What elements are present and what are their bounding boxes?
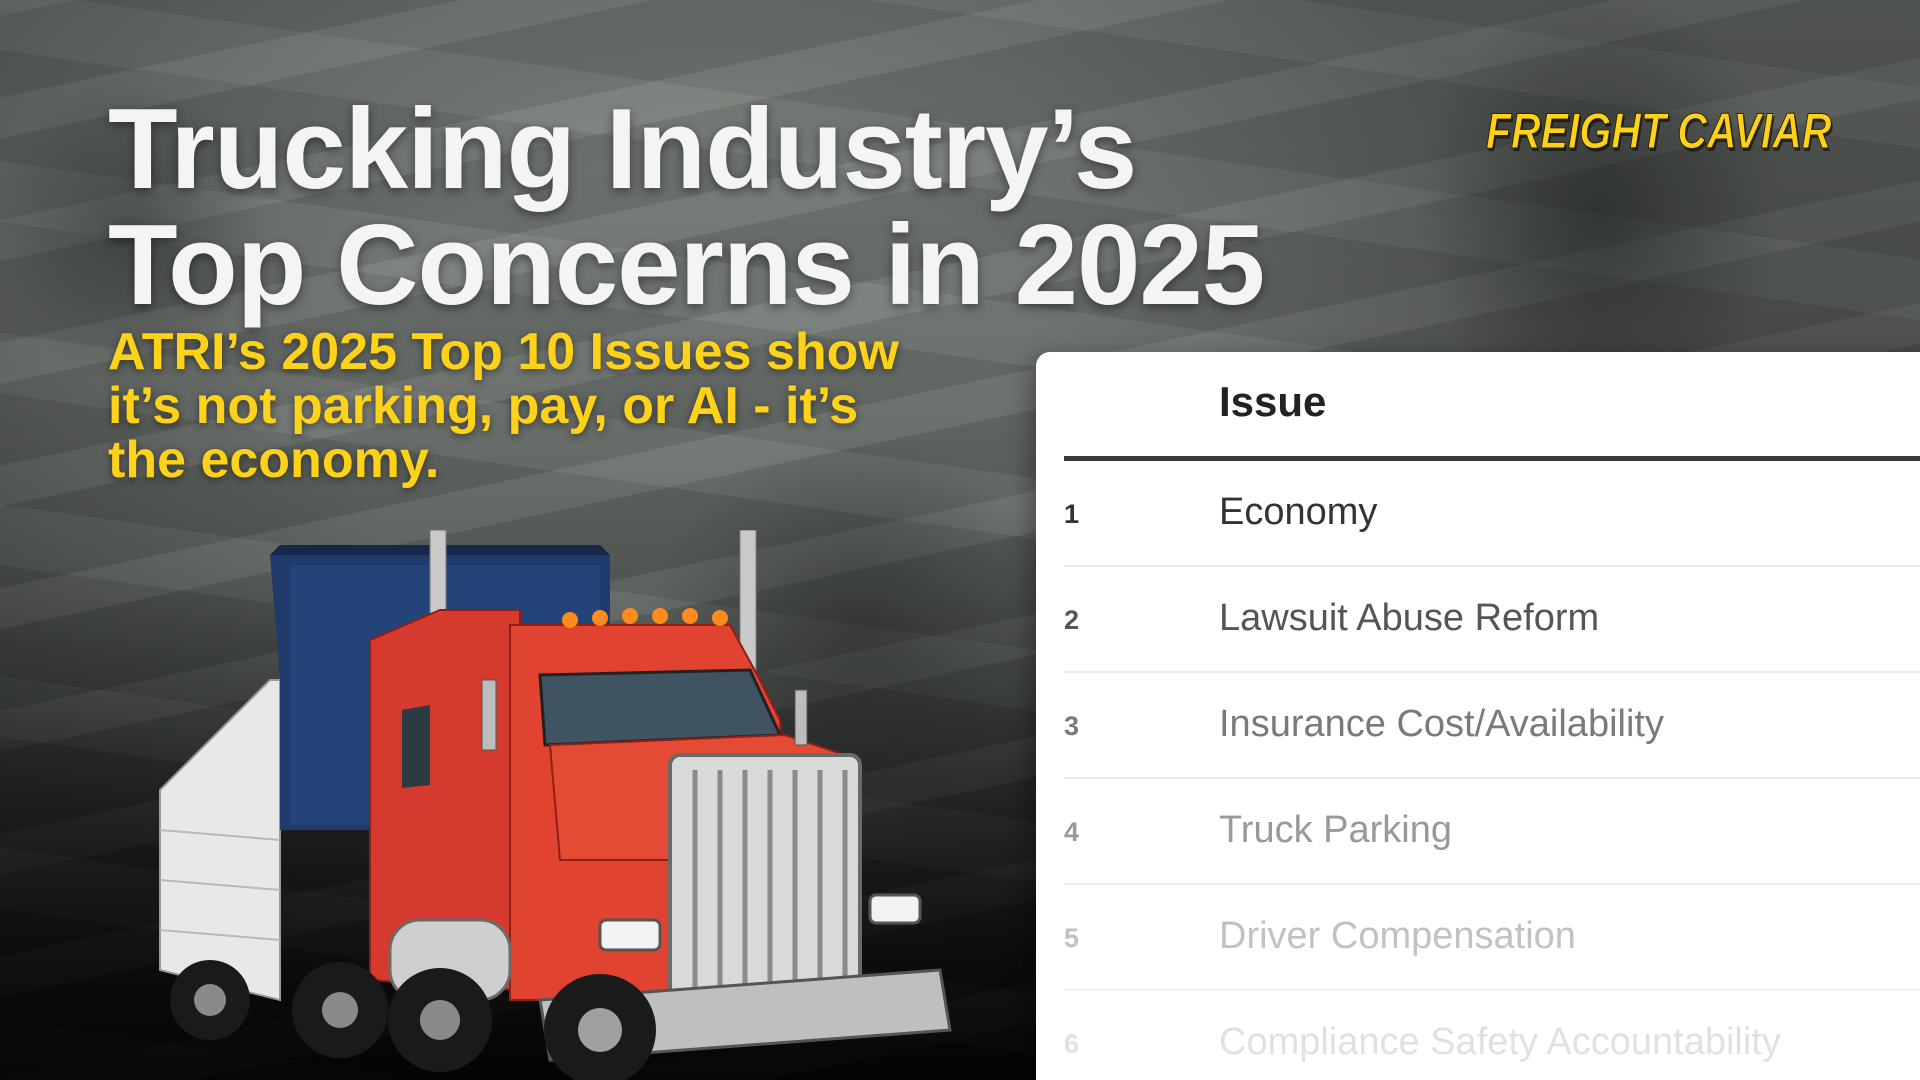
issues-table: Issue 1 Economy 2 Lawsuit Abuse Reform 3… xyxy=(1036,352,1920,1080)
row-issue: Truck Parking xyxy=(1219,809,1452,851)
headline: Trucking Industry’s Top Concerns in 2025 xyxy=(108,86,1265,329)
row-rank: 4 xyxy=(1064,817,1080,847)
subheadline: ATRI’s 2025 Top 10 Issues show it’s not … xyxy=(108,325,899,487)
headline-line-2: Top Concerns in 2025 xyxy=(108,202,1265,329)
row-issue: Lawsuit Abuse Reform xyxy=(1219,597,1600,639)
grille-bars xyxy=(692,770,848,1000)
table-header: Issue xyxy=(1064,352,1920,461)
sleeper-window xyxy=(402,705,430,788)
column-header-issue: Issue xyxy=(1219,378,1327,425)
row-issue: Driver Compensation xyxy=(1219,915,1576,957)
row-rank: 6 xyxy=(1064,1029,1080,1059)
row-rank: 3 xyxy=(1064,711,1080,741)
roof-lights xyxy=(562,608,728,628)
wheels xyxy=(170,960,656,1080)
row-rank: 5 xyxy=(1064,923,1080,953)
brand-logo: FREIGHT CAVIAR xyxy=(1486,103,1832,160)
subheadline-line-1: ATRI’s 2025 Top 10 Issues show xyxy=(108,323,899,381)
side-mirror-right xyxy=(794,689,808,746)
row-rank: 1 xyxy=(1064,499,1080,529)
row-issue: Compliance Safety Accountability xyxy=(1219,1021,1781,1063)
headline-line-1: Trucking Industry’s xyxy=(108,86,1137,213)
trailer-side xyxy=(159,679,281,1002)
table-row: 5 Driver Compensation xyxy=(1064,885,1920,991)
chrome-grille xyxy=(668,753,862,1017)
semi-truck-illustration xyxy=(159,530,952,1080)
windshield xyxy=(538,668,783,747)
side-mirror xyxy=(481,679,497,751)
row-issue: Economy xyxy=(1219,491,1378,533)
table-row: 6 Compliance Safety Accountability xyxy=(1064,991,1920,1080)
subheadline-line-2: it’s not parking, pay, or AI - it’s xyxy=(108,377,859,435)
row-issue: Insurance Cost/Availability xyxy=(1219,703,1664,745)
table-row: 4 Truck Parking xyxy=(1064,779,1920,885)
table-row: 1 Economy xyxy=(1064,461,1920,567)
headlight-right xyxy=(868,893,922,925)
headlight-left xyxy=(598,918,662,952)
table-row: 3 Insurance Cost/Availability xyxy=(1064,673,1920,779)
row-rank: 2 xyxy=(1064,605,1080,635)
table-row: 2 Lawsuit Abuse Reform xyxy=(1064,567,1920,673)
subheadline-line-3: the economy. xyxy=(108,431,440,489)
